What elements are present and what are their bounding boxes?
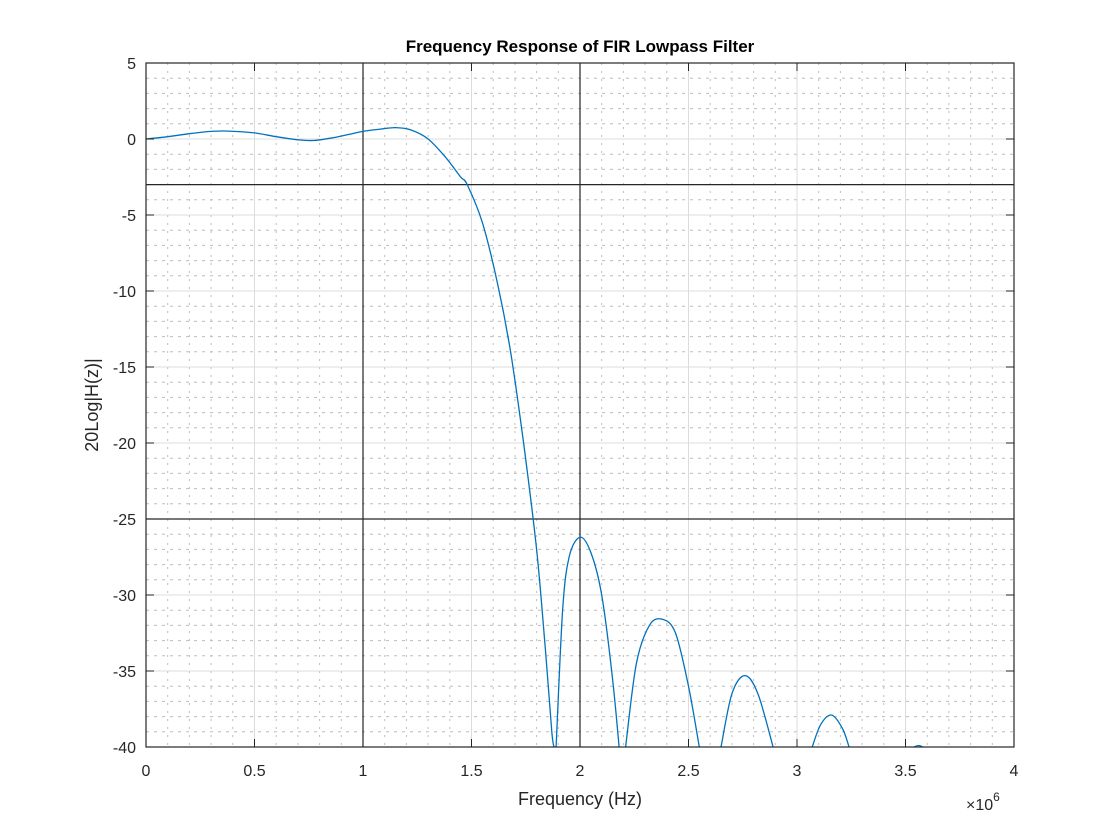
plot-area xyxy=(145,62,1015,748)
x-tick-label: 2.5 xyxy=(677,763,699,780)
data-series xyxy=(145,126,924,748)
x-tick-label: 4 xyxy=(1010,763,1019,780)
response-curve xyxy=(720,674,774,748)
y-tick-label: 0 xyxy=(127,132,136,149)
reference-lines xyxy=(146,63,1014,747)
x-axis-exponent: ×106 xyxy=(966,790,1000,814)
y-tick-label: -10 xyxy=(113,284,136,301)
y-tick-label: -25 xyxy=(113,512,136,529)
y-tick-label: -5 xyxy=(122,208,136,225)
chart-title: Frequency Response of FIR Lowpass Filter xyxy=(406,37,755,56)
y-tick-label: -15 xyxy=(113,360,136,377)
x-tick-label: 2 xyxy=(576,763,585,780)
y-axis-tick-labels: 5 0 -5 -10 -15 -20 -25 -30 -35 -40 xyxy=(113,56,136,757)
y-tick-label: -35 xyxy=(113,664,136,681)
y-tick-label: -20 xyxy=(113,436,136,453)
response-curve xyxy=(145,126,555,748)
axis-ticks xyxy=(145,62,1015,748)
x-axis-tick-labels: 0 0.5 1 1.5 2 2.5 3 3.5 4 xyxy=(142,763,1019,780)
response-curve xyxy=(624,618,700,748)
y-tick-label: 5 xyxy=(127,56,136,73)
x-exponent-power: 6 xyxy=(993,790,1000,804)
y-axis-label: 20Log|H(z)| xyxy=(82,358,102,451)
response-curve xyxy=(555,536,620,748)
x-tick-label: 3.5 xyxy=(894,763,916,780)
x-tick-label: 1 xyxy=(359,763,368,780)
x-tick-label: 0.5 xyxy=(243,763,265,780)
response-curve xyxy=(811,714,850,748)
x-tick-label: 0 xyxy=(142,763,151,780)
y-tick-label: -30 xyxy=(113,588,136,605)
x-exponent-base: ×10 xyxy=(966,797,993,814)
x-tick-label: 1.5 xyxy=(460,763,482,780)
x-tick-label: 3 xyxy=(793,763,802,780)
y-tick-label: -40 xyxy=(113,740,136,757)
x-axis-label: Frequency (Hz) xyxy=(518,789,642,809)
